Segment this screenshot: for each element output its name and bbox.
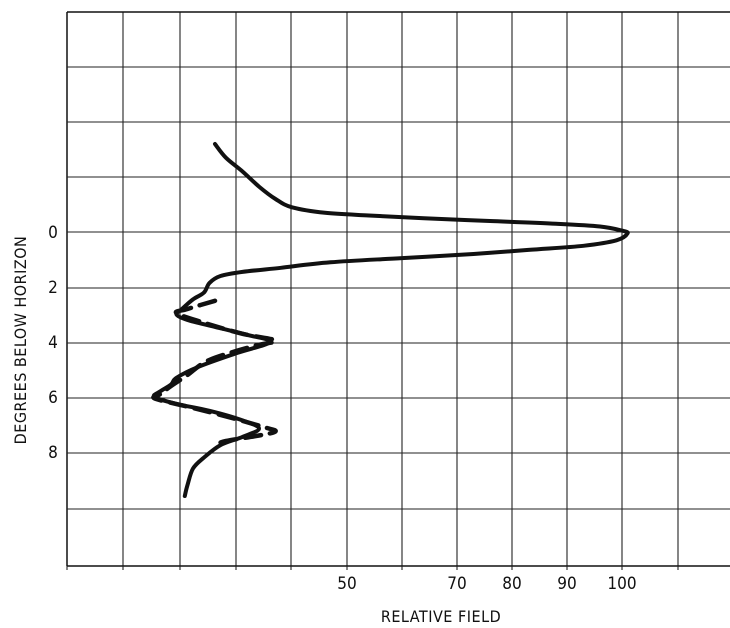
y-tick-label: 0 — [48, 223, 58, 243]
y-tick-label: 2 — [48, 278, 58, 298]
y-axis-ticks: 0 2 4 6 8 — [48, 223, 58, 463]
x-tick-label: 100 — [607, 574, 636, 594]
x-tick-label: 90 — [557, 574, 576, 594]
x-axis-ticks: 50 70 80 90 100 — [337, 574, 636, 594]
x-tick-label: 70 — [447, 574, 466, 594]
x-tick-label: 50 — [337, 574, 356, 594]
x-axis-title: RELATIVE FIELD — [381, 607, 501, 626]
y-tick-label: 8 — [48, 443, 58, 463]
plot-grid — [66, 11, 730, 570]
dashed-series-line — [151, 298, 278, 448]
x-tick-label: 80 — [502, 574, 521, 594]
y-tick-label: 4 — [48, 333, 58, 353]
y-tick-label: 6 — [48, 388, 58, 408]
series-layer — [151, 142, 630, 498]
y-axis-title: DEGREES BELOW HORIZON — [11, 236, 30, 445]
